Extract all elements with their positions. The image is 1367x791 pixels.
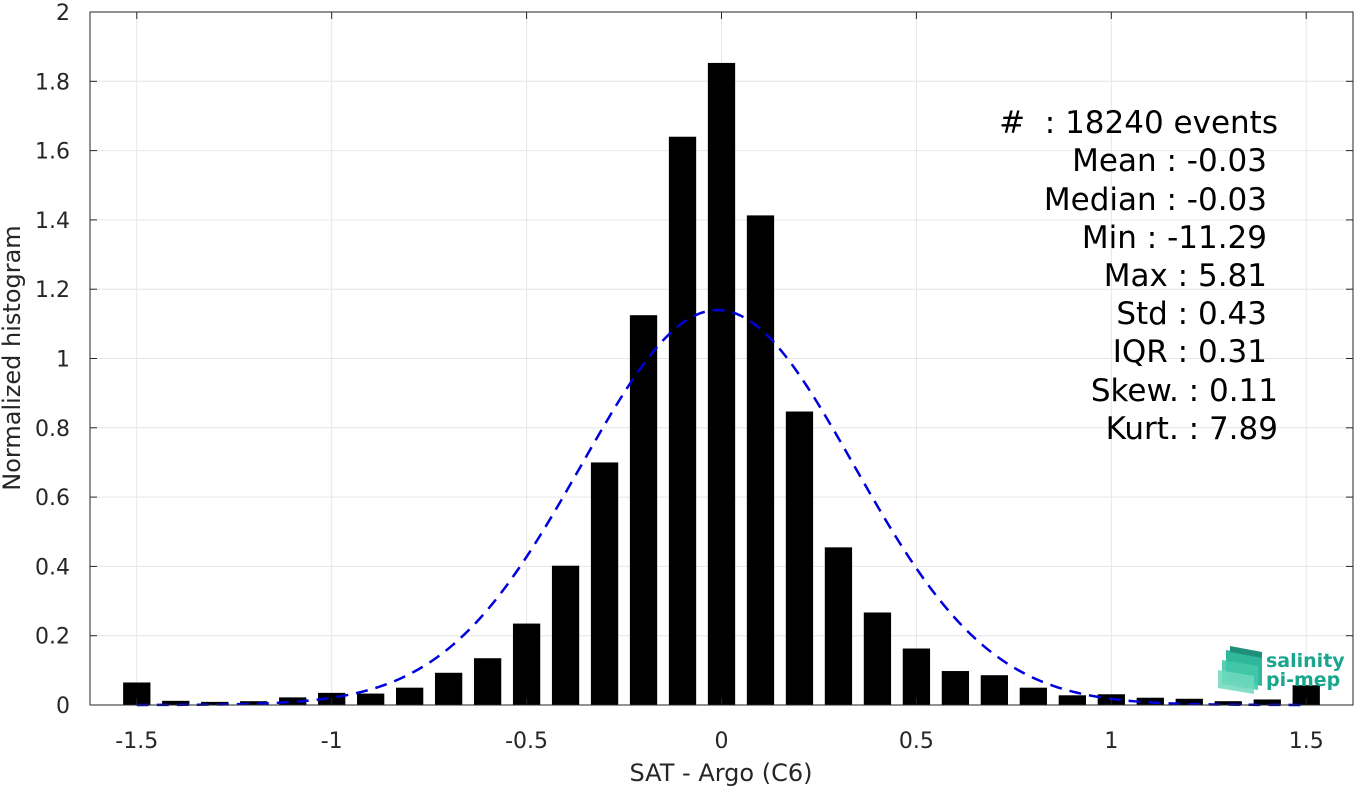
x-axis-ticks: -1.5 -1 -0.5 0 0.5 1 1.5: [115, 12, 1324, 754]
stat-iqr: IQR : 0.31: [1113, 334, 1267, 370]
x-tick-label: 1.5: [1289, 729, 1324, 754]
histogram-bars: [123, 62, 1320, 706]
stat-std: Std : 0.43: [1116, 296, 1267, 332]
histogram-bar: [746, 215, 775, 705]
x-tick-label: -0.5: [505, 729, 548, 754]
wave-logo-icon: [1218, 646, 1262, 694]
y-tick-label: 0: [56, 694, 70, 719]
statistics-box: # : 18240 events Mean : -0.03 Median : -…: [999, 105, 1278, 447]
histogram-bar: [240, 701, 268, 705]
y-tick-label: 2: [56, 1, 70, 26]
histogram-bar: [785, 411, 814, 705]
y-tick-label: 0.6: [35, 486, 70, 511]
y-tick-label: 0.2: [35, 625, 70, 650]
salinity-pi-mep-logo: salinity pi-mep: [1218, 646, 1345, 694]
y-tick-label: 1: [56, 348, 70, 373]
stat-mean: Mean : -0.03: [1072, 143, 1267, 179]
histogram-bar: [1292, 685, 1320, 705]
histogram-bar: [1058, 695, 1086, 705]
histogram-bar: [1214, 701, 1242, 705]
logo-text-pi-mep: pi-mep: [1266, 669, 1340, 691]
histogram-bar: [162, 700, 190, 705]
y-tick-label: 1.8: [35, 70, 70, 95]
x-axis-label: SAT - Argo (C6): [630, 759, 813, 787]
y-axis-ticks: 0 0.2 0.4 0.6 0.8 1 1.2 1.4 1.6 1.8 2: [35, 1, 1353, 719]
histogram-bar: [902, 648, 931, 705]
histogram-bar: [357, 693, 385, 705]
x-tick-label: -1: [321, 729, 343, 754]
histogram-bar: [668, 136, 697, 706]
histogram-bar: [473, 658, 502, 705]
stat-min: Min : -11.29: [1082, 220, 1267, 256]
y-tick-label: 1.6: [35, 140, 70, 165]
stat-count: # : 18240 events: [999, 105, 1278, 141]
histogram-bar: [1253, 699, 1281, 705]
stat-kurt: Kurt. : 7.89: [1106, 411, 1278, 447]
histogram-bar: [396, 687, 424, 705]
x-tick-label: -1.5: [115, 729, 158, 754]
y-tick-label: 0.4: [35, 555, 70, 580]
y-tick-label: 0.8: [35, 417, 70, 442]
histogram-bar: [434, 672, 463, 705]
histogram-bar: [551, 565, 580, 705]
x-tick-label: 0: [715, 729, 729, 754]
histogram-bar: [941, 671, 970, 705]
histogram-bar: [629, 315, 658, 705]
stat-max: Max : 5.81: [1104, 258, 1267, 294]
histogram-bar: [707, 62, 736, 706]
logo-text-salinity: salinity: [1266, 650, 1345, 672]
y-tick-label: 1.4: [35, 209, 70, 234]
histogram-bar: [512, 623, 541, 705]
histogram-bar: [590, 462, 619, 705]
stat-skew: Skew. : 0.11: [1091, 373, 1278, 409]
histogram-bar: [123, 682, 151, 705]
histogram-bar: [863, 612, 892, 705]
histogram-bar: [980, 675, 1009, 705]
y-tick-label: 1.2: [35, 278, 70, 303]
x-tick-label: 1: [1104, 729, 1118, 754]
x-tick-label: 0.5: [899, 729, 934, 754]
stat-median: Median : -0.03: [1044, 182, 1267, 218]
histogram-bar: [1175, 698, 1203, 705]
histogram-bar: [1019, 687, 1047, 705]
histogram-bar: [824, 547, 853, 705]
histogram-bar: [201, 701, 229, 705]
histogram-bar: [279, 697, 307, 705]
y-axis-label: Normalized histogram: [0, 225, 26, 490]
